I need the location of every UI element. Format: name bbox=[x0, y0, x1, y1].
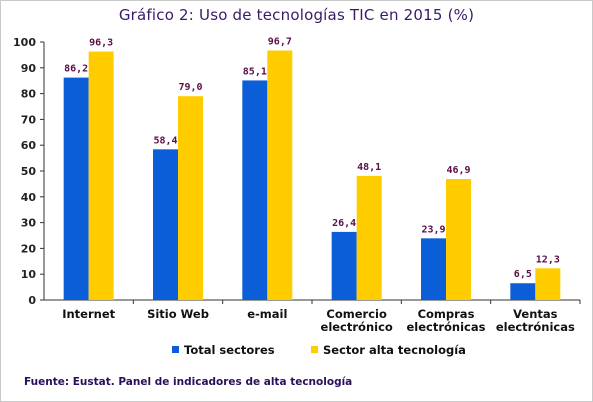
data-label: 26,4 bbox=[332, 218, 356, 229]
data-label: 79,0 bbox=[178, 82, 202, 93]
y-tick-label: 20 bbox=[21, 242, 37, 255]
legend-swatch-total-sectores bbox=[172, 346, 179, 353]
x-category-label: electrónicas bbox=[407, 320, 486, 334]
y-tick-label: 30 bbox=[21, 217, 37, 230]
bar-sector-alta-tecnologia bbox=[88, 51, 114, 300]
x-category-label: Internet bbox=[62, 307, 115, 321]
source-note: Fuente: Eustat. Panel de indicadores de … bbox=[24, 376, 353, 388]
bar-sector-alta-tecnologia bbox=[178, 96, 203, 301]
legend-label-total-sectores: Total sectores bbox=[184, 343, 275, 357]
data-label: 58,4 bbox=[153, 135, 177, 146]
data-label: 96,3 bbox=[89, 38, 113, 49]
y-tick-label: 50 bbox=[21, 165, 37, 178]
y-tick-label: 40 bbox=[21, 191, 37, 204]
y-tick-label: 70 bbox=[21, 113, 37, 126]
y-tick-label: 100 bbox=[13, 36, 36, 49]
data-label: 96,7 bbox=[268, 37, 292, 48]
y-tick-label: 90 bbox=[21, 62, 37, 75]
bar-total-sectores bbox=[421, 238, 446, 300]
data-label: 46,9 bbox=[446, 165, 470, 176]
bar-total-sectores bbox=[331, 231, 357, 300]
bar-sector-alta-tecnologia bbox=[446, 178, 471, 300]
x-category-label: Ventas bbox=[513, 307, 558, 321]
bar-total-sectores bbox=[153, 149, 178, 300]
x-category-label: Compras bbox=[418, 307, 475, 321]
bar-total-sectores bbox=[242, 80, 268, 300]
data-label: 12,3 bbox=[536, 254, 560, 265]
data-label: 48,1 bbox=[357, 162, 381, 173]
x-category-label: electrónicas bbox=[496, 320, 575, 334]
y-tick-label: 60 bbox=[21, 139, 37, 152]
data-label: 6,5 bbox=[514, 269, 532, 280]
bar-total-sectores bbox=[63, 77, 89, 300]
bar-sector-alta-tecnologia bbox=[356, 175, 382, 300]
y-tick-label: 80 bbox=[21, 88, 37, 101]
legend-label-sector-alta-tecnologia: Sector alta tecnología bbox=[323, 343, 466, 357]
y-tick-label: 10 bbox=[21, 268, 37, 281]
x-category-label: Sitio Web bbox=[147, 307, 209, 321]
x-category-label: electrónico bbox=[321, 320, 393, 334]
x-category-label: e-mail bbox=[247, 307, 287, 321]
y-tick-label: 0 bbox=[28, 294, 36, 307]
x-category-label: Comercio bbox=[326, 307, 387, 321]
data-label: 86,2 bbox=[64, 64, 88, 75]
data-label: 23,9 bbox=[421, 224, 445, 235]
chart-title: Gráfico 2: Uso de tecnologías TIC en 201… bbox=[118, 6, 475, 24]
legend-swatch-sector-alta-tecnologia bbox=[311, 346, 318, 353]
bar-total-sectores bbox=[510, 283, 536, 300]
bar-sector-alta-tecnologia bbox=[267, 50, 293, 300]
data-label: 85,1 bbox=[243, 66, 267, 77]
bar-sector-alta-tecnologia bbox=[535, 268, 561, 300]
